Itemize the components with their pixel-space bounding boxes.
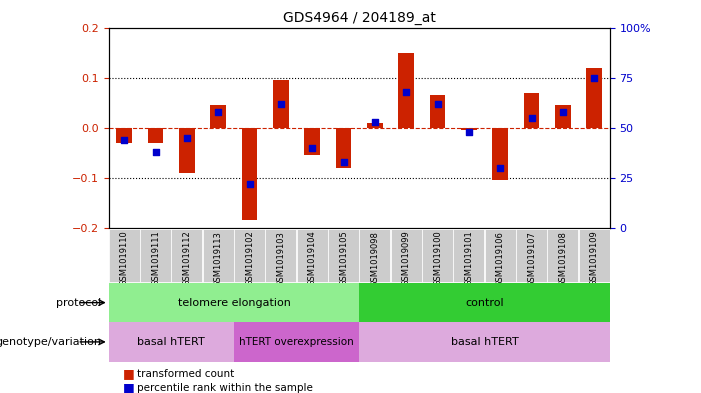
- Text: basal hTERT: basal hTERT: [137, 337, 205, 347]
- Bar: [492, 128, 508, 180]
- Text: ■: ■: [123, 367, 135, 380]
- Bar: [360, 322, 610, 362]
- Point: [495, 165, 506, 171]
- Bar: [328, 229, 359, 282]
- Point: [432, 101, 443, 107]
- Bar: [516, 229, 547, 282]
- Bar: [109, 229, 139, 282]
- Bar: [430, 95, 445, 128]
- Bar: [484, 229, 516, 282]
- Text: ■: ■: [123, 381, 135, 393]
- Bar: [461, 128, 477, 130]
- Point: [150, 149, 161, 155]
- Text: control: control: [465, 298, 504, 308]
- Text: transformed count: transformed count: [137, 369, 234, 379]
- Point: [557, 108, 569, 115]
- Point: [463, 129, 475, 135]
- Bar: [179, 128, 195, 173]
- Bar: [336, 128, 351, 168]
- Point: [118, 137, 130, 143]
- Bar: [390, 229, 422, 282]
- Bar: [367, 123, 383, 128]
- Bar: [524, 93, 539, 128]
- Text: GSM1019107: GSM1019107: [527, 231, 536, 286]
- Bar: [586, 68, 602, 128]
- Text: GSM1019104: GSM1019104: [308, 231, 317, 286]
- Bar: [210, 105, 226, 128]
- Text: GSM1019106: GSM1019106: [496, 231, 505, 286]
- Bar: [109, 283, 360, 322]
- Text: GSM1019105: GSM1019105: [339, 231, 348, 286]
- Point: [182, 134, 193, 141]
- Text: basal hTERT: basal hTERT: [451, 337, 519, 347]
- Text: protocol: protocol: [56, 298, 102, 308]
- Bar: [234, 322, 360, 362]
- Bar: [273, 80, 289, 128]
- Bar: [234, 229, 265, 282]
- Text: GSM1019111: GSM1019111: [151, 231, 160, 286]
- Text: GSM1019109: GSM1019109: [590, 231, 599, 286]
- Text: GSM1019113: GSM1019113: [214, 231, 223, 286]
- Bar: [242, 128, 257, 220]
- Bar: [555, 105, 571, 128]
- Point: [212, 108, 224, 115]
- Point: [589, 75, 600, 81]
- Bar: [203, 229, 234, 282]
- Bar: [422, 229, 453, 282]
- Point: [369, 119, 381, 125]
- Bar: [116, 128, 132, 143]
- Text: hTERT overexpression: hTERT overexpression: [239, 337, 354, 347]
- Bar: [109, 322, 234, 362]
- Bar: [360, 283, 610, 322]
- Point: [401, 88, 412, 95]
- Bar: [454, 229, 484, 282]
- Point: [275, 101, 287, 107]
- Text: GSM1019098: GSM1019098: [370, 231, 379, 286]
- Bar: [297, 229, 328, 282]
- Text: GSM1019100: GSM1019100: [433, 231, 442, 286]
- Text: GSM1019099: GSM1019099: [402, 231, 411, 286]
- Text: GSM1019103: GSM1019103: [276, 231, 285, 286]
- Text: GSM1019108: GSM1019108: [559, 231, 567, 286]
- Text: GSM1019102: GSM1019102: [245, 231, 254, 286]
- Text: percentile rank within the sample: percentile rank within the sample: [137, 383, 313, 393]
- Bar: [172, 229, 203, 282]
- Text: GSM1019101: GSM1019101: [464, 231, 473, 286]
- Bar: [304, 128, 320, 155]
- Bar: [398, 53, 414, 128]
- Point: [526, 115, 537, 121]
- Point: [338, 159, 349, 165]
- Bar: [360, 229, 390, 282]
- Title: GDS4964 / 204189_at: GDS4964 / 204189_at: [283, 11, 436, 25]
- Text: GSM1019112: GSM1019112: [182, 231, 191, 286]
- Text: genotype/variation: genotype/variation: [0, 337, 102, 347]
- Bar: [266, 229, 297, 282]
- Bar: [547, 229, 578, 282]
- Bar: [579, 229, 610, 282]
- Point: [306, 145, 318, 151]
- Text: GSM1019110: GSM1019110: [120, 231, 129, 286]
- Bar: [140, 229, 171, 282]
- Bar: [148, 128, 163, 143]
- Point: [244, 181, 255, 187]
- Text: telomere elongation: telomere elongation: [177, 298, 290, 308]
